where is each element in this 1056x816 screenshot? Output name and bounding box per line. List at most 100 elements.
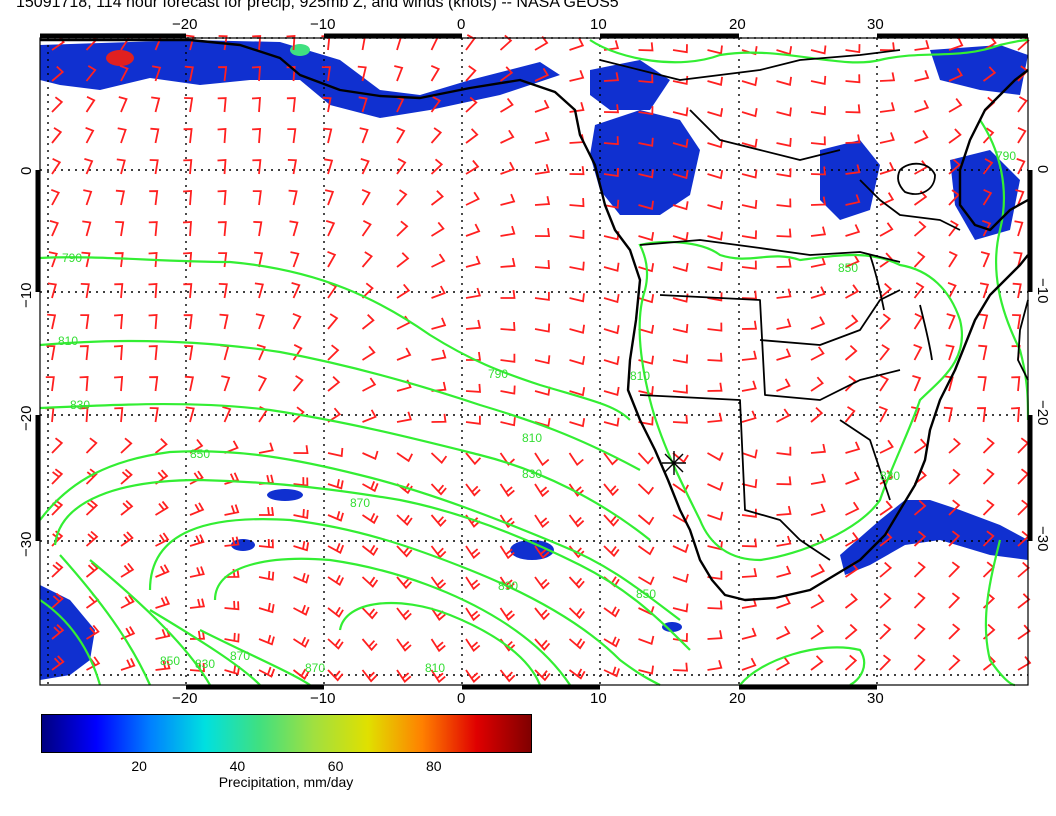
wind-barb bbox=[430, 545, 447, 559]
wind-barb bbox=[776, 137, 792, 147]
wind-barb bbox=[253, 221, 263, 237]
wind-barb bbox=[1014, 220, 1024, 237]
contour-label: 810 bbox=[630, 369, 650, 383]
wind-barb bbox=[982, 66, 997, 82]
wind-barb bbox=[396, 411, 412, 423]
wind-barb bbox=[707, 382, 723, 392]
wind-barb bbox=[327, 669, 344, 682]
wind-barb bbox=[51, 468, 64, 485]
wind-barb bbox=[534, 386, 551, 396]
wind-barb bbox=[327, 447, 344, 458]
wind-barb bbox=[845, 532, 859, 547]
border-8 bbox=[599, 49, 901, 81]
wind-barb bbox=[534, 514, 550, 529]
contour-sw-2 bbox=[59, 554, 152, 686]
wind-barb bbox=[465, 383, 481, 393]
wind-barb bbox=[155, 532, 170, 547]
wind-barb bbox=[148, 345, 158, 361]
madagascar-hint bbox=[1017, 299, 1029, 381]
contour-810 bbox=[39, 339, 641, 471]
wind-barb bbox=[810, 316, 826, 330]
wind-barb bbox=[534, 260, 550, 270]
wind-barb bbox=[182, 221, 192, 237]
wind-barb bbox=[224, 472, 240, 485]
wind-barb bbox=[465, 576, 481, 591]
wind-barb bbox=[465, 96, 478, 113]
wind-barb bbox=[672, 603, 689, 613]
wind-barb bbox=[569, 37, 585, 51]
wind-barb bbox=[638, 576, 655, 586]
wind-barb bbox=[948, 561, 961, 578]
wind-barb bbox=[51, 96, 64, 113]
wind-barb bbox=[603, 72, 620, 82]
wind-barb bbox=[185, 406, 195, 423]
wind-barb bbox=[912, 375, 922, 392]
wind-barb bbox=[534, 607, 550, 621]
wind-barb bbox=[120, 500, 134, 516]
wind-barb bbox=[534, 576, 550, 590]
contour-label: 850 bbox=[636, 587, 656, 601]
wind-barb bbox=[776, 656, 791, 671]
wind-barb bbox=[358, 96, 368, 113]
wind-barb bbox=[707, 292, 723, 302]
wind-barb bbox=[85, 126, 95, 144]
wind-barb bbox=[361, 282, 374, 299]
wind-barb bbox=[224, 600, 240, 611]
wind-barb bbox=[361, 512, 379, 525]
wind-barb bbox=[776, 625, 791, 640]
map-title: 15091718, 114 hour forecast for precip, … bbox=[16, 0, 619, 11]
contour-label: 890 bbox=[498, 579, 518, 593]
wind-barb bbox=[534, 131, 550, 144]
wind-barb bbox=[500, 321, 516, 331]
wind-barb bbox=[844, 623, 858, 640]
location-marker-icon bbox=[662, 451, 686, 475]
wind-barb bbox=[707, 630, 723, 640]
wind-barb bbox=[258, 442, 274, 454]
wind-barb bbox=[913, 438, 928, 454]
lon-label-top: 0 bbox=[457, 16, 465, 33]
wind-barb bbox=[327, 638, 344, 650]
wind-barb bbox=[948, 654, 961, 671]
wind-barb bbox=[672, 232, 689, 242]
wind-barb bbox=[568, 452, 584, 467]
wind-barb bbox=[289, 220, 299, 237]
contour-sw-5 bbox=[199, 629, 311, 686]
wind-barb bbox=[1017, 96, 1028, 113]
wind-barb bbox=[844, 314, 859, 330]
wind-barb bbox=[637, 452, 654, 465]
wind-barb bbox=[183, 159, 193, 175]
wind-barb bbox=[810, 443, 826, 454]
wind-barb bbox=[251, 66, 261, 82]
wind-barb bbox=[189, 470, 204, 485]
wind-barb bbox=[149, 159, 159, 175]
map-background bbox=[40, 38, 1028, 685]
wind-barb bbox=[534, 67, 550, 82]
wind-barb bbox=[155, 596, 171, 609]
wind-barb bbox=[707, 352, 723, 362]
colorbar-tick-label: 60 bbox=[327, 758, 344, 774]
wind-barb bbox=[978, 313, 989, 330]
wind-barb bbox=[254, 282, 264, 299]
wind-barb bbox=[224, 632, 240, 643]
wind-barb bbox=[672, 662, 688, 672]
wind-barb bbox=[741, 538, 757, 548]
contour-labels: 790 810 830 850 870 810 830 850 870 890 … bbox=[58, 149, 1016, 675]
wind-barb bbox=[362, 481, 379, 493]
wind-barb bbox=[361, 314, 375, 330]
wind-barb bbox=[115, 189, 125, 206]
wind-barb bbox=[776, 476, 792, 486]
contour-label: 850 bbox=[190, 447, 210, 461]
wind-barb bbox=[948, 128, 962, 144]
wind-barb bbox=[323, 127, 333, 144]
wind-barb bbox=[603, 666, 620, 678]
wind-barb bbox=[79, 345, 89, 361]
wind-barb bbox=[118, 96, 128, 113]
precip-patch-southeast bbox=[840, 500, 1028, 575]
wind-barb bbox=[741, 449, 758, 459]
wind-barb bbox=[85, 65, 97, 82]
wind-barb bbox=[603, 452, 619, 466]
wind-barb bbox=[638, 74, 654, 84]
wind-barb bbox=[638, 324, 655, 335]
wind-barb bbox=[51, 437, 64, 454]
wind-barb bbox=[948, 189, 960, 206]
